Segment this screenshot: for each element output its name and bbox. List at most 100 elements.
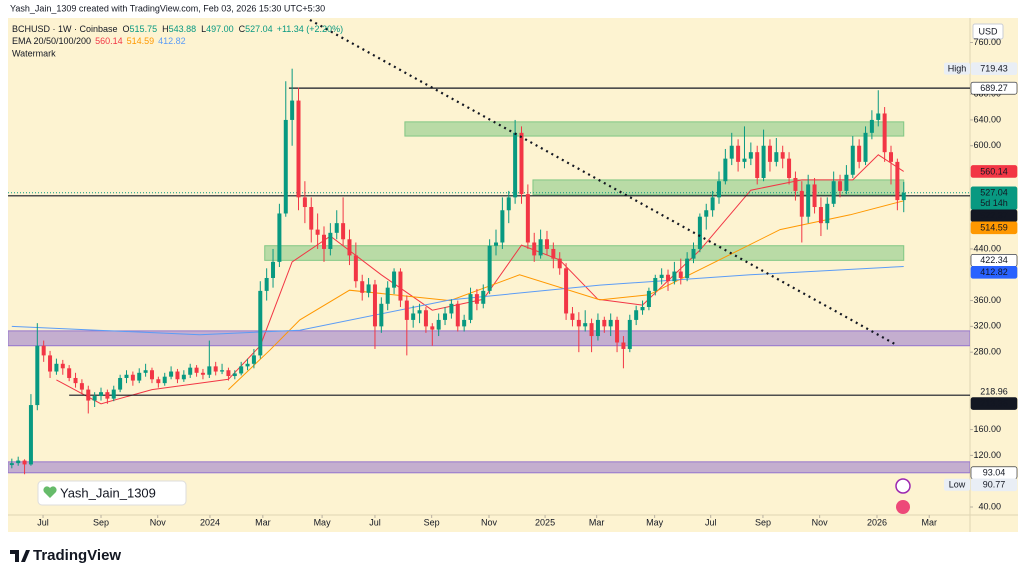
x-tick-label: 2024 (200, 517, 220, 527)
candle-body (245, 363, 250, 367)
candle-body (889, 152, 894, 162)
price-tag: Low (949, 480, 966, 490)
candle-body (525, 194, 530, 243)
candle-body (736, 145, 741, 162)
y-tick-label: 320.00 (973, 321, 1001, 331)
candle-body (895, 161, 900, 201)
candle-body (111, 389, 116, 399)
candle-body (149, 370, 154, 380)
y-tick-label: 160.00 (973, 424, 1001, 434)
flash-icon[interactable] (895, 478, 911, 494)
candle-body (73, 377, 78, 384)
candle-body (685, 258, 690, 278)
ohlc-key: H (162, 24, 169, 34)
candle-body (105, 392, 110, 399)
price-label-box (970, 478, 1018, 492)
plot (8, 18, 970, 475)
candle-body (627, 319, 632, 349)
candle-body (799, 190, 804, 217)
candle-body (334, 223, 339, 233)
zone (8, 330, 970, 347)
candle-body (691, 248, 696, 259)
candle-body (99, 392, 104, 397)
candle-body (455, 303, 460, 327)
candle-body (538, 239, 543, 256)
candle-body (876, 113, 881, 120)
candle-body (239, 366, 244, 374)
candle-body (226, 370, 231, 377)
x-tick-label: 2026 (867, 517, 887, 527)
candle-body (16, 460, 21, 464)
candle-body (487, 245, 492, 291)
currency[interactable]: USD (978, 26, 998, 36)
brand-name: TradingView (33, 547, 121, 564)
candle-body (213, 366, 218, 372)
candle-body (634, 310, 639, 320)
candle-body (621, 342, 626, 349)
candle-body (723, 158, 728, 182)
ema-value: 560.14 (95, 36, 123, 46)
ohlc-key: C (239, 24, 246, 34)
candle-body (385, 287, 390, 304)
price-label: 218.96 (980, 386, 1008, 396)
x-tick-label: Sep (755, 517, 771, 527)
candle-body (710, 197, 715, 211)
x-tick-label: Nov (481, 517, 498, 527)
candle-body (659, 274, 664, 278)
candle-body (423, 310, 428, 327)
candle-body (481, 290, 486, 304)
candle-body (672, 271, 677, 282)
y-tick-label: 40.00 (978, 501, 1001, 511)
candle-body (28, 405, 33, 465)
credit: Yash_Jain_1309 created with TradingView.… (10, 3, 325, 13)
candle-body (825, 203, 830, 224)
candle-body (124, 374, 129, 378)
candle-body (793, 177, 798, 191)
event-icon[interactable] (896, 500, 910, 514)
candle-body (589, 323, 594, 337)
candle-body (207, 366, 212, 375)
candle-body (697, 216, 702, 249)
candle-body (130, 374, 135, 381)
candle-body (729, 145, 734, 159)
candle-body (264, 277, 269, 291)
ohlc-value: 527.04 (245, 24, 273, 34)
brand: TradingView (10, 547, 121, 564)
ema-value: 514.59 (127, 36, 155, 46)
candle-body (67, 368, 72, 378)
candle-body (780, 152, 785, 159)
candle-body (666, 274, 671, 282)
brand-logo (10, 550, 30, 562)
candle-body (143, 370, 148, 373)
author-badge: Yash_Jain_1309 (37, 480, 187, 506)
candle-body (869, 119, 874, 133)
price-label: 522.37 (980, 211, 1008, 221)
candle-body (194, 367, 199, 373)
candle-body (602, 319, 607, 327)
candle-body (583, 323, 588, 327)
candle-body (41, 345, 46, 356)
badge-name: Yash_Jain_1309 (60, 485, 156, 500)
zone (404, 121, 905, 137)
candle-body (678, 271, 683, 278)
candle-body (806, 184, 811, 217)
price-label-box (970, 397, 1018, 410)
candle-body (353, 255, 358, 282)
ema-line (11, 266, 904, 336)
currency-box[interactable] (972, 23, 1004, 40)
price-label: 213.35 (980, 398, 1008, 408)
price-label-box (970, 62, 1018, 75)
y-tick-label: 760.00 (973, 37, 1001, 47)
candle-body (315, 229, 320, 235)
y-tick-label: 360.00 (973, 295, 1001, 305)
candle-body (608, 319, 613, 327)
y-tick-label: 640.00 (973, 114, 1001, 124)
x-tick-label: Mar (255, 517, 271, 527)
candle-body (544, 239, 549, 249)
candle-body (251, 355, 256, 364)
axis-layer: 760.00680.00640.00600.00440.00360.00320.… (37, 37, 1018, 527)
y-tick-label: 440.00 (973, 243, 1001, 253)
candle-body (519, 132, 524, 195)
price-label: 90.77 (983, 480, 1006, 490)
